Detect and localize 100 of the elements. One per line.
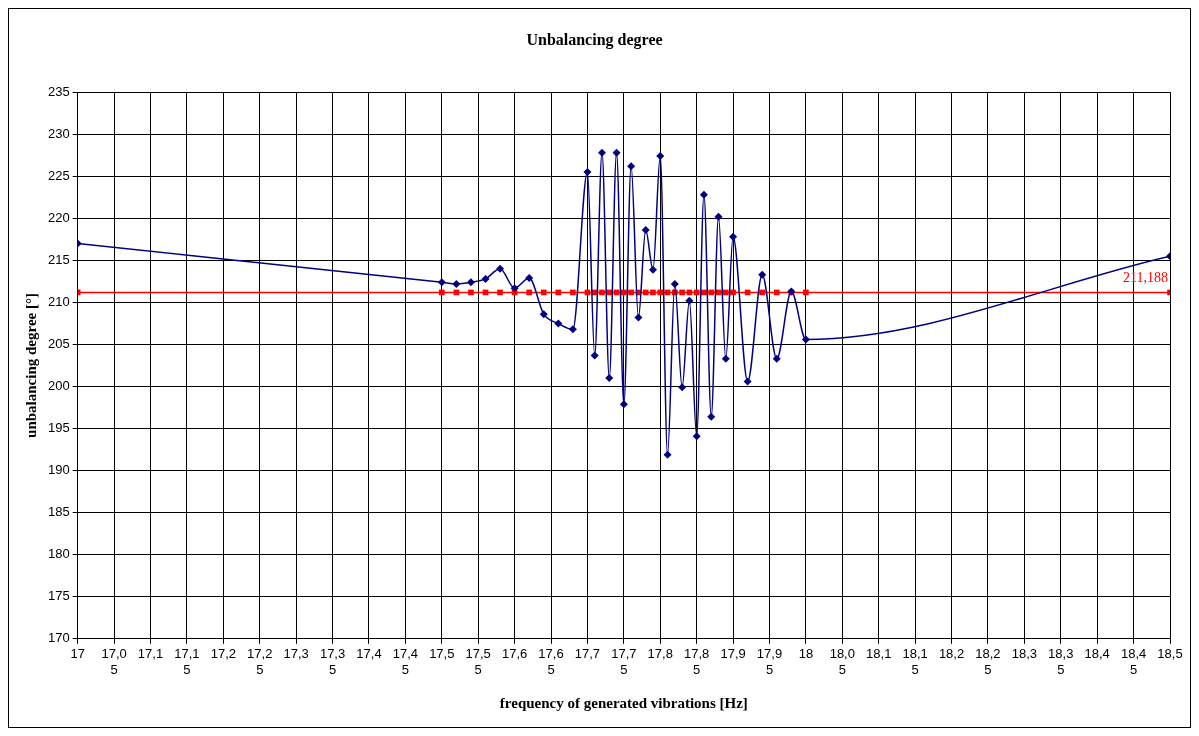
- point: [743, 377, 752, 386]
- point: [599, 289, 605, 296]
- x-tick-label: 18,15: [902, 646, 928, 677]
- y-tick-label: 215: [47, 251, 70, 267]
- point: [648, 265, 657, 274]
- y-tick-label: 190: [47, 462, 70, 478]
- chart-title: Unbalancing degree: [526, 30, 663, 49]
- y-tick-label: 205: [47, 336, 70, 352]
- point: [496, 264, 505, 273]
- x-axis-title: frequency of generated vibrations [Hz]: [499, 694, 748, 711]
- point: [707, 412, 716, 421]
- x-tick-label: 18,1: [866, 646, 892, 662]
- point: [657, 289, 664, 296]
- y-tick-label: 175: [47, 588, 70, 604]
- x-tick-label: 17,7: [574, 646, 601, 662]
- x-tick-label: 18,5: [1157, 646, 1183, 662]
- y-tick-label: 220: [47, 209, 70, 225]
- x-tick-label: 17,5: [429, 646, 455, 662]
- point: [452, 279, 461, 288]
- y-tick-label: 235: [47, 83, 70, 99]
- point: [730, 289, 736, 296]
- x-tick-label: 17,15: [174, 646, 200, 677]
- x-tick-label: 17,3: [283, 646, 309, 662]
- point: [570, 289, 576, 296]
- point: [605, 374, 614, 383]
- point: [772, 354, 781, 363]
- point: [612, 148, 621, 157]
- point: [554, 319, 563, 328]
- point: [583, 168, 592, 177]
- point: [773, 289, 780, 296]
- x-tick-label: 18,35: [1048, 646, 1074, 677]
- y-tick-label: 225: [47, 167, 70, 183]
- y-tick-label: 185: [47, 504, 70, 520]
- x-tick-label: 18,05: [829, 646, 855, 677]
- y-tick-label: 180: [47, 546, 70, 562]
- x-tick-label: 17,1: [137, 646, 164, 662]
- point: [803, 289, 809, 296]
- point: [650, 289, 656, 296]
- point: [627, 162, 636, 171]
- point: [722, 289, 729, 296]
- point: [555, 289, 562, 296]
- point: [679, 289, 685, 296]
- x-tick-label: 17: [70, 646, 85, 662]
- x-tick-label: 17,8: [647, 646, 673, 662]
- y-tick-label: 210: [47, 294, 70, 310]
- point: [466, 278, 475, 287]
- point: [759, 289, 766, 296]
- point: [621, 289, 627, 296]
- point: [758, 270, 767, 279]
- point: [510, 284, 519, 293]
- point: [708, 289, 715, 296]
- y-tick-label: 230: [47, 125, 70, 141]
- point: [801, 335, 810, 344]
- point: [540, 289, 547, 296]
- x-tick-label: 17,75: [611, 646, 637, 677]
- x-tick-label: 18,25: [975, 646, 1001, 677]
- x-tick-label: 17,2: [210, 646, 236, 662]
- point: [590, 351, 599, 360]
- point: [568, 325, 577, 334]
- x-tick-label: 17,9: [720, 646, 746, 662]
- point: [481, 274, 490, 283]
- point: [598, 148, 606, 157]
- y-tick-label: 200: [47, 378, 70, 394]
- x-tick-label: 17,45: [392, 646, 419, 677]
- y-tick-label: 170: [47, 630, 70, 646]
- point: [729, 232, 738, 241]
- x-tick-label: 17,65: [538, 646, 564, 677]
- point: [628, 289, 634, 296]
- x-tick-label: 17,6: [501, 646, 528, 662]
- point: [641, 226, 650, 235]
- point: [714, 212, 723, 221]
- point: [663, 450, 672, 459]
- point: [525, 274, 534, 283]
- x-tick-label: 18,45: [1120, 646, 1147, 677]
- x-tick-label: 17,25: [247, 646, 273, 677]
- point: [526, 289, 533, 296]
- x-tick-label: 18,2: [938, 646, 965, 662]
- point: [619, 400, 628, 409]
- x-tick-label: 17,05: [101, 646, 127, 677]
- point: [656, 152, 665, 161]
- x-tick-label: 18,4: [1084, 646, 1110, 662]
- x-tick-label: 17,4: [356, 646, 382, 662]
- point: [721, 354, 730, 363]
- x-tick-label: 17,85: [684, 646, 710, 677]
- point: [438, 289, 445, 296]
- x-tick-label: 17,35: [319, 646, 346, 677]
- x-tick-label: 17,55: [465, 646, 491, 677]
- point: [468, 289, 474, 296]
- point: [692, 432, 701, 441]
- point: [437, 278, 446, 287]
- point: [685, 296, 694, 305]
- y-axis-title: unbalancing degree [°]: [22, 293, 39, 438]
- point: [699, 190, 708, 199]
- point: [642, 289, 649, 296]
- point: [497, 289, 503, 296]
- point: [634, 313, 643, 322]
- point: [678, 383, 687, 392]
- x-tick-label: 17,95: [756, 646, 783, 677]
- x-tick-label: 18: [798, 646, 814, 662]
- point: [539, 310, 548, 319]
